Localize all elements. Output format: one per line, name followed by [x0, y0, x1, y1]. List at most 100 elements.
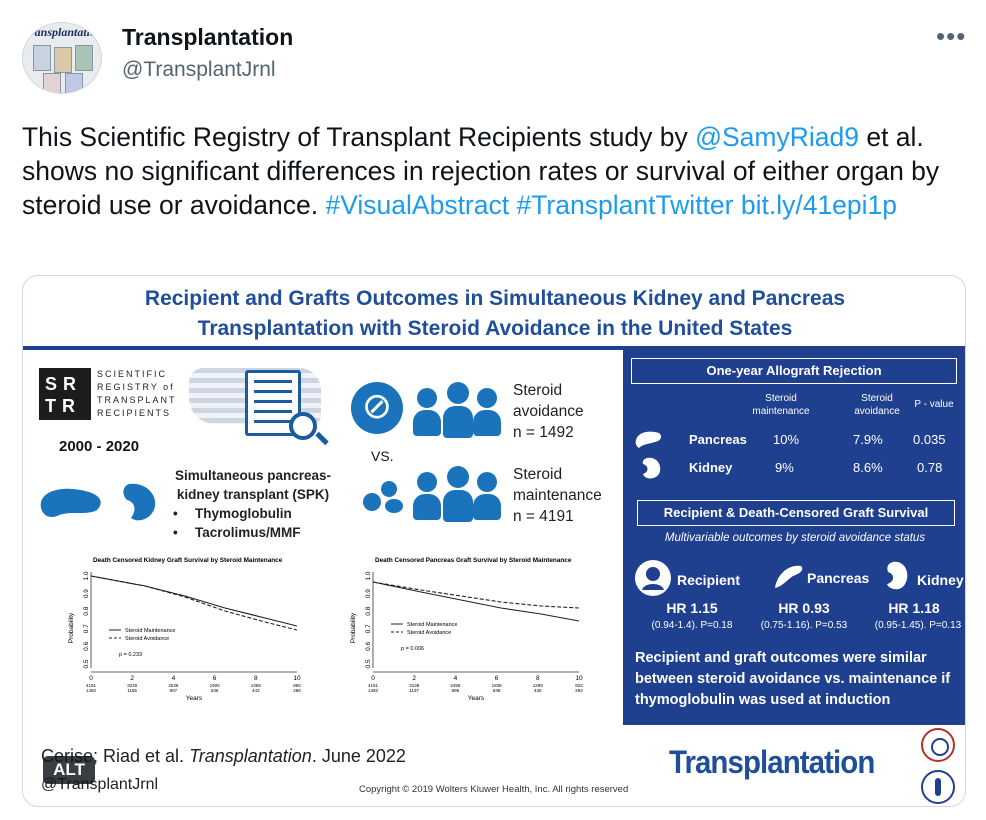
title-line-2: Transplantation with Steroid Avoidance i…	[197, 317, 793, 340]
tweet-text-run: et al. shows no significant differences …	[22, 122, 940, 220]
legend-label: Steroid Maintenance	[407, 622, 457, 628]
risk-count: 1137	[409, 688, 419, 693]
avatar-cover-thumb	[75, 45, 93, 71]
col-header-text: Steroid	[861, 393, 893, 404]
citation: Cerise; Riad et al. Transplantation. Jun…	[41, 746, 406, 767]
survival-label: Kidney	[917, 572, 964, 588]
srtr-logo-text: SR TR	[45, 374, 83, 416]
p-value-label: p = 0.006	[401, 646, 424, 652]
risk-count: 636	[211, 688, 219, 693]
pancreas-icon	[775, 565, 803, 588]
group-label: avoidance	[513, 403, 584, 420]
srtr-wordmark: SCIENTIFIC REGISTRY of TRANSPLANT RECIPI…	[97, 368, 177, 420]
title-divider	[23, 346, 965, 350]
x-tick-label: 2	[412, 675, 416, 682]
srtr-line: TRANSPLANT	[97, 395, 177, 405]
cell-pvalue: 0.78	[917, 460, 943, 475]
author-handle[interactable]: @TransplantJrnl	[122, 58, 276, 81]
risk-count: 1156	[127, 688, 137, 693]
kidney-icon	[642, 457, 661, 479]
risk-count: 3139	[409, 683, 420, 688]
pancreas-kidney-icon	[40, 483, 156, 521]
cell-maint: 10%	[773, 432, 800, 447]
kidney-survival-chart: Death Censored Kidney Graft Survival by …	[68, 557, 301, 702]
pancreas-survival-chart: Death Censored Pancreas Graft Survival b…	[350, 557, 583, 702]
tweet-link[interactable]: #TransplantTwitter	[516, 190, 734, 220]
cell-pvalue: 0.035	[913, 432, 946, 447]
survival-subheader: Multivariable outcomes by steroid avoida…	[664, 532, 926, 544]
tweet-text-run	[733, 190, 740, 220]
spk-title: kidney transplant (SPK)	[176, 487, 330, 502]
x-tick-label: 4	[454, 675, 458, 682]
col-header-text: Steroid	[765, 393, 797, 404]
author-avatar[interactable]: ransplantatio	[22, 22, 102, 94]
risk-count: 286	[293, 688, 301, 693]
spk-title: Simultaneous pancreas-	[175, 468, 332, 483]
author-name[interactable]: Transplantation	[122, 24, 294, 50]
risk-count: 443	[252, 688, 260, 693]
chart-title: Death Censored Kidney Graft Survival by …	[93, 557, 283, 564]
col-header-avoidance: Steroid avoidance	[845, 392, 909, 418]
results-panel: One-year Allograft Rejection Steroid mai…	[623, 350, 965, 725]
col-header-maintenance: Steroid maintenance	[741, 392, 821, 418]
tweet-text: This Scientific Registry of Transplant R…	[22, 120, 952, 222]
hazard-ratio: HR 0.93	[778, 600, 830, 616]
avatar-cover-thumb	[54, 47, 72, 73]
conclusion-text: Recipient and graft outcomes were simila…	[635, 650, 951, 708]
magnifier-handle-icon	[315, 431, 329, 446]
alt-text-button[interactable]: ALT	[43, 756, 95, 784]
y-tick-label: 0.9	[83, 589, 90, 598]
risk-count: 860	[293, 683, 301, 688]
risk-count: 2538	[168, 683, 179, 688]
srtr-line: SCIENTIFIC	[97, 369, 168, 379]
y-axis-label: Probability	[350, 612, 357, 643]
citation-journal: Transplantation	[189, 746, 312, 766]
hazard-ratio: HR 1.15	[666, 600, 718, 616]
col-header-text: avoidance	[854, 406, 900, 417]
tweet-media-card[interactable]: Recipient and Grafts Outcomes in Simulta…	[22, 275, 966, 807]
x-axis-label: Years	[186, 695, 203, 702]
row-label: Pancreas	[689, 432, 747, 447]
society-seal-icon	[921, 770, 955, 804]
cell-maint: 9%	[775, 460, 794, 475]
group-label: maintenance	[513, 487, 602, 504]
avatar-cover-thumb	[43, 73, 61, 93]
tweet-link[interactable]: @SamyRiad9	[695, 122, 859, 152]
survival-curve-avoidance	[90, 575, 298, 631]
col-header-text: maintenance	[752, 406, 810, 417]
more-horizontal-icon[interactable]: •••	[936, 21, 967, 51]
legend-label: Steroid Avoidance	[407, 630, 451, 636]
group-label: Steroid	[513, 382, 563, 399]
legend-label: Steroid Maintenance	[125, 628, 175, 634]
y-tick-label: 0.6	[83, 642, 90, 651]
magnifier-icon	[289, 412, 317, 440]
study-years: 2000 - 2020	[59, 438, 140, 455]
copyright-notice: Copyright © 2019 Wolters Kluwer Health, …	[359, 784, 629, 795]
x-tick-label: 4	[172, 675, 176, 682]
x-tick-label: 10	[575, 675, 583, 682]
risk-count: 1358	[251, 683, 262, 688]
x-axis-label: Years	[468, 695, 485, 702]
y-tick-label: 0.7	[83, 624, 90, 633]
x-tick-label: 8	[536, 675, 540, 682]
srtr-line: RECIPIENTS	[97, 408, 172, 418]
rejection-header: One-year Allograft Rejection	[631, 358, 957, 384]
survival-curve-avoidance	[372, 581, 580, 609]
tweet-link[interactable]: bit.ly/41epi1p	[740, 190, 898, 220]
legend-label: Steroid Avoidance	[125, 636, 169, 642]
x-tick-label: 6	[495, 675, 499, 682]
risk-count: 4191	[368, 683, 379, 688]
tweet-link[interactable]: #VisualAbstract	[325, 190, 510, 220]
kidney-icon	[887, 561, 908, 590]
y-tick-label: 0.6	[365, 642, 372, 651]
confidence-interval: (0.95-1.45). P=0.13	[874, 620, 962, 631]
y-tick-label: 1.0	[83, 571, 90, 580]
risk-count: 896	[452, 688, 460, 693]
no-steroid-icon: ⊘	[351, 382, 403, 434]
survival-label: Pancreas	[807, 570, 870, 586]
y-tick-label: 0.5	[365, 659, 372, 668]
col-header-pvalue: P - value	[914, 399, 954, 410]
risk-count: 1838	[492, 683, 503, 688]
avatar-cover-thumb	[33, 45, 51, 71]
y-tick-label: 0.5	[83, 659, 90, 668]
